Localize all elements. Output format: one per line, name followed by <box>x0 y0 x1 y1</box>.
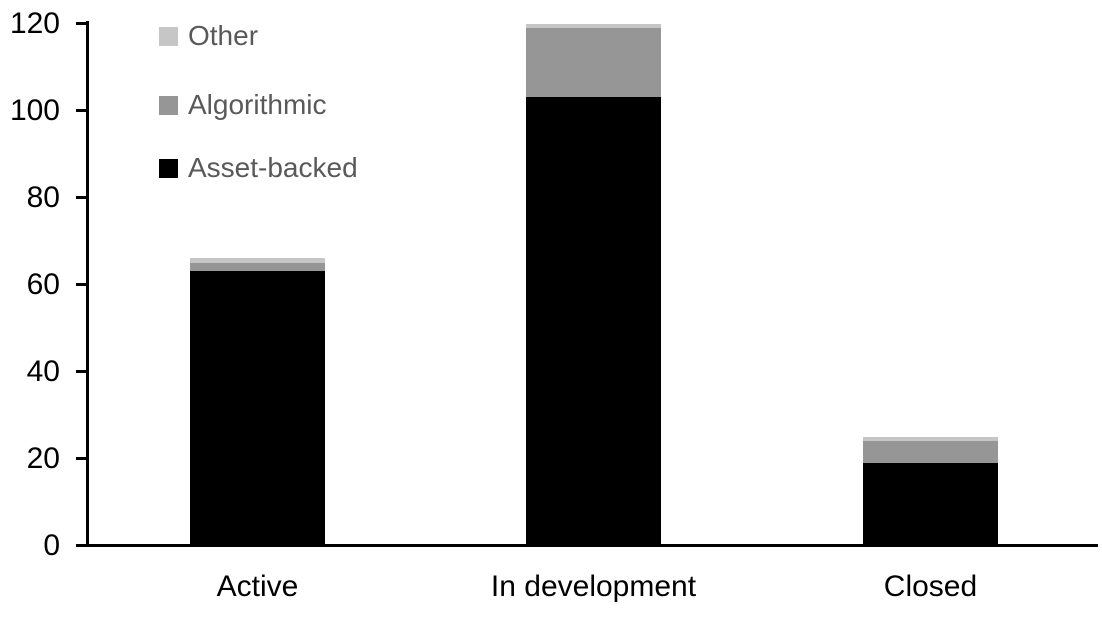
y-axis-tick <box>76 283 87 286</box>
y-axis-tick <box>76 196 87 199</box>
bar-segment-asset-backed-in-development <box>526 97 661 546</box>
bar-segment-algorithmic-in-development <box>526 27 661 98</box>
legend-entry-asset-backed: Asset-backed <box>159 152 358 183</box>
legend-label-algorithmic: Algorithmic <box>188 89 327 120</box>
legend-swatch-asset-backed <box>159 158 178 178</box>
legend-label-asset-backed: Asset-backed <box>188 152 358 183</box>
y-axis-tick-label: 0 <box>43 528 60 562</box>
x-axis-category-label: Closed <box>883 570 978 603</box>
y-axis-line <box>86 21 89 547</box>
x-axis-category-label: In development <box>490 570 697 603</box>
bar-segment-other-in-development <box>526 23 661 28</box>
bar-segment-asset-backed-active <box>190 271 325 546</box>
legend-swatch-other <box>159 26 178 46</box>
legend-entry-other: Other <box>159 20 259 51</box>
y-axis-tick-label: 120 <box>9 6 60 40</box>
bar-segment-algorithmic-closed <box>863 441 998 463</box>
x-axis-line <box>86 544 1098 547</box>
y-axis-tick-label: 20 <box>26 441 60 475</box>
y-axis-tick <box>76 109 87 112</box>
y-axis-tick <box>76 370 87 373</box>
x-axis-category-label: Active <box>216 570 299 603</box>
y-axis-tick-label: 80 <box>26 180 60 214</box>
bar-segment-asset-backed-closed <box>863 462 998 546</box>
y-axis-tick <box>76 22 87 25</box>
y-axis-tick-label: 40 <box>26 354 60 388</box>
bar-segment-other-closed <box>863 436 998 442</box>
y-axis-tick <box>76 544 87 547</box>
legend-label-other: Other <box>188 20 259 51</box>
y-axis-tick <box>76 457 87 460</box>
bar-segment-algorithmic-active <box>190 262 325 272</box>
legend-entry-algorithmic: Algorithmic <box>159 89 327 120</box>
legend-swatch-algorithmic <box>159 95 178 115</box>
y-axis-tick-label: 60 <box>26 267 60 301</box>
y-axis-tick-label: 100 <box>9 93 60 127</box>
bar-segment-other-active <box>190 258 325 263</box>
